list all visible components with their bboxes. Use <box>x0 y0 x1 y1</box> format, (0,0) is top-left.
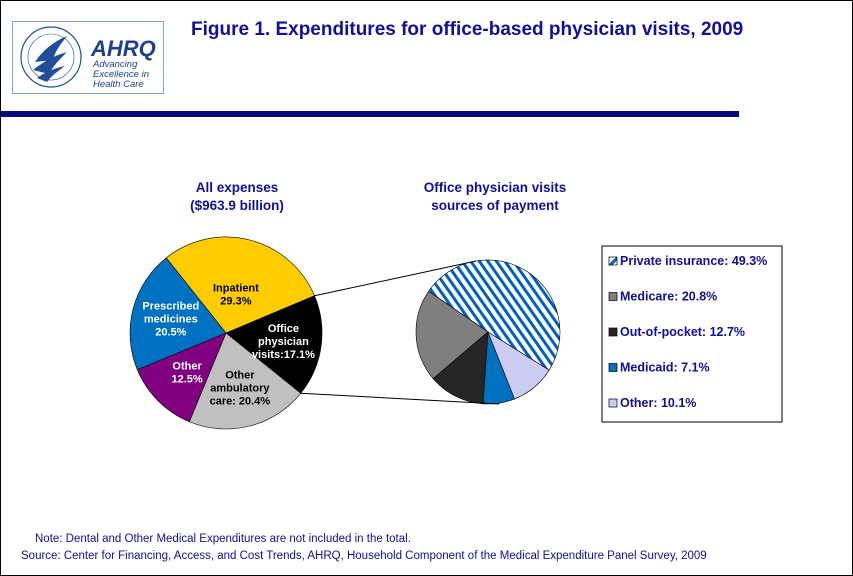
left-slice-label-other-ambulatory-care-1: Other <box>225 369 255 381</box>
ahrq-logo: AHRQ Advancing Excellence in Health Care <box>12 21 164 94</box>
note-text: Note: Dental and Other Medical Expenditu… <box>35 533 411 545</box>
left-slice-office-physician-visits <box>225 295 323 394</box>
page-title: Figure 1. Expenditures for office-based … <box>191 19 744 40</box>
left-slice-label-prescribed-medicines-3: 20.5% <box>155 327 186 339</box>
left-slice-other <box>136 332 227 423</box>
legend-label-other: Other: 10.1% <box>620 396 696 410</box>
right-slice-out-of-pocket <box>432 331 489 405</box>
logo-tagline-2: Excellence in <box>93 69 149 80</box>
legend: Private insurance: 49.3% Medicare: 20.8% O… <box>608 254 767 410</box>
legend-swatch-medicaid <box>608 363 618 372</box>
connector-lines <box>300 260 500 405</box>
left-slice-label-inpatient-1: Inpatient <box>213 283 259 295</box>
legend-swatch-medicare <box>608 292 618 301</box>
legend-label-medicaid: Medicaid: 7.1% <box>620 361 710 375</box>
legend-swatch-private-insurance <box>608 256 618 266</box>
right-slice-medicare <box>415 290 489 380</box>
right-slice-other <box>487 331 550 400</box>
left-slice-label-other-2: 12.5% <box>172 373 203 385</box>
right-slice-private-insurance <box>428 259 561 371</box>
left-slice-label-other-1: Other <box>172 360 202 372</box>
legend-box <box>601 245 783 423</box>
left-slice-label-other-ambulatory-care-2: ambulatory <box>210 382 270 394</box>
logo-tagline-1: Advancing <box>92 59 138 70</box>
logo-tagline-3: Health Care <box>93 79 144 90</box>
left-slice-label-office-physician-visits-1: Office <box>268 323 299 335</box>
legend-label-private-insurance: Private insurance: 49.3% <box>620 254 767 268</box>
legend-swatch-out-of-pocket <box>608 327 618 337</box>
connector-line-top <box>314 260 477 297</box>
hhs-seal-icon: AHRQ Advancing Excellence in Health Care <box>20 26 156 90</box>
legend-label-medicare: Medicare: 20.8% <box>620 290 717 304</box>
right-pie-title-line-2: sources of payment <box>431 198 559 213</box>
left-slice-label-inpatient-2: 29.3% <box>220 296 251 308</box>
left-pie-title-line-1: All expenses <box>196 180 279 195</box>
connector-line-bottom <box>300 392 500 405</box>
left-slice-label-office-physician-visits-2: physician <box>258 336 309 348</box>
title-divider <box>1 111 739 117</box>
left-slice-prescribed-medicines <box>129 257 227 371</box>
left-slice-inpatient <box>165 236 315 334</box>
logo-name: AHRQ <box>90 36 156 61</box>
right-pie <box>415 259 561 405</box>
legend-label-out-of-pocket: Out-of-pocket: 12.7% <box>620 325 745 339</box>
legend-swatch-other <box>608 398 618 408</box>
left-slice-other-ambulatory-care <box>188 332 302 430</box>
left-slice-label-prescribed-medicines-2: medicines <box>144 314 198 326</box>
left-slice-label-prescribed-medicines-1: Prescribed <box>142 301 199 313</box>
right-pie-title-line-1: Office physician visits <box>424 180 567 195</box>
left-slice-label-other-ambulatory-care-3: care: 20.4% <box>210 395 271 407</box>
left-pie-title-line-2: ($963.9 billion) <box>190 198 284 213</box>
left-pie <box>129 236 323 430</box>
right-pie-body <box>415 259 561 405</box>
source-text: Source: Center for Financing, Access, an… <box>21 550 707 562</box>
left-slice-label-office-physician-visits-3: visits:17.1% <box>252 349 315 361</box>
